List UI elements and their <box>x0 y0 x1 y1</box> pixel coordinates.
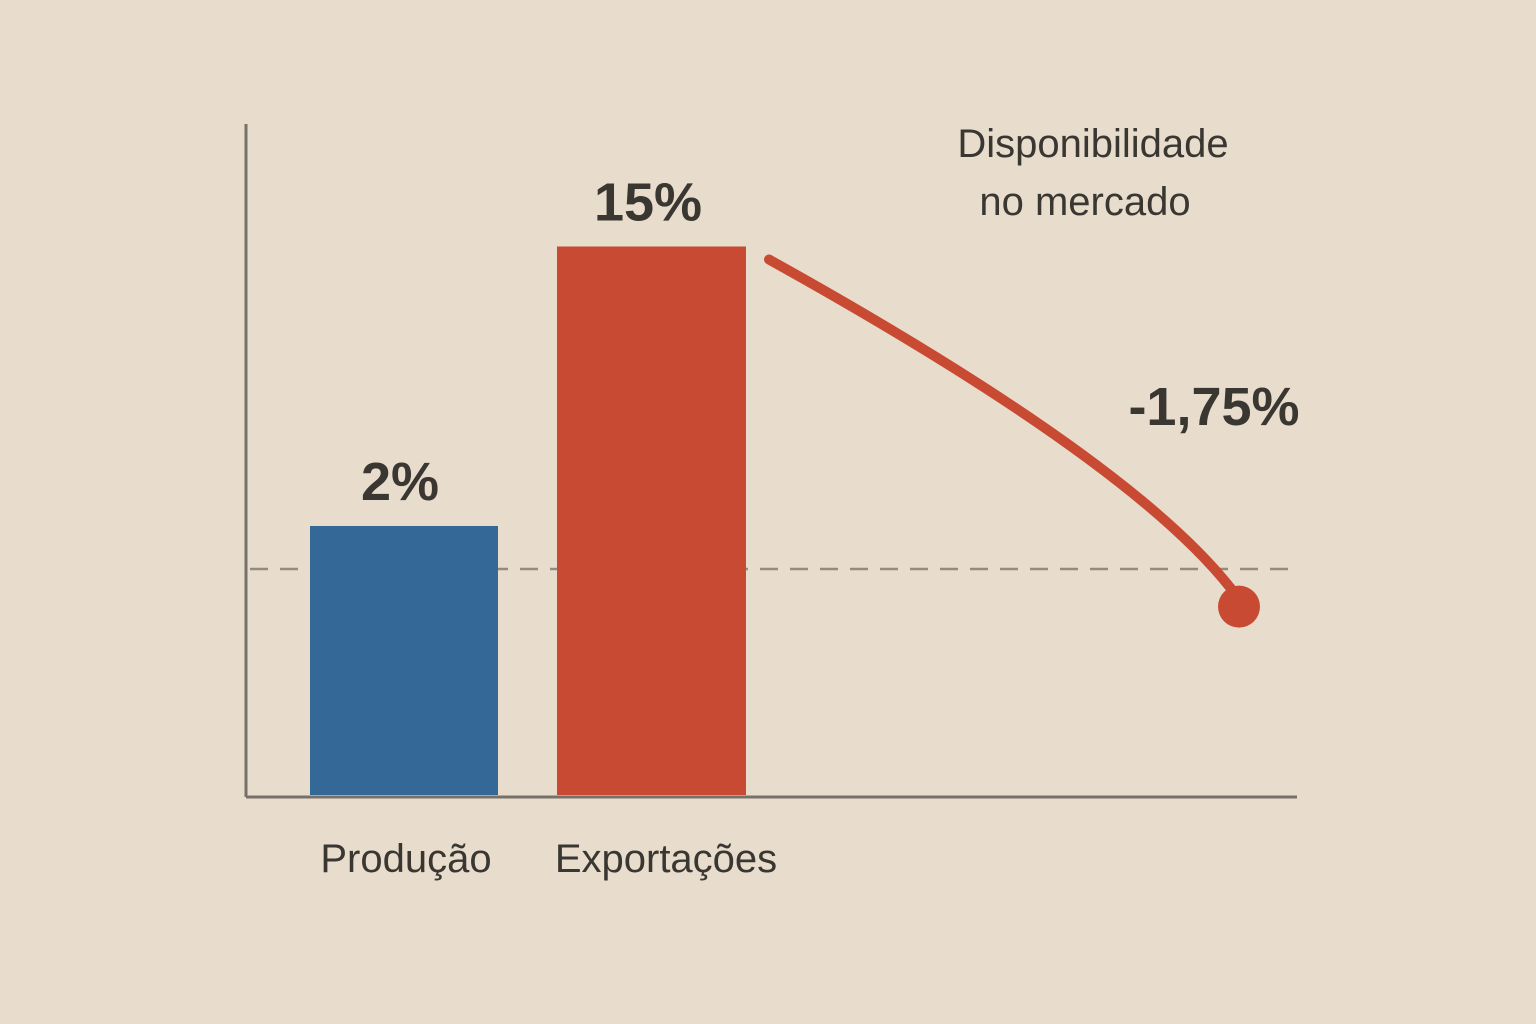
trend-label-line-1: Disponibilidade <box>957 122 1228 166</box>
trend-curve <box>764 254 1236 594</box>
trend-value-label: -1,75% <box>1128 377 1299 437</box>
bar-exportacoes <box>557 246 746 795</box>
bar-producao <box>310 526 498 795</box>
category-label-exportacoes: Exportações <box>555 837 777 881</box>
value-label-producao: 2% <box>361 452 439 512</box>
category-label-producao: Produção <box>320 837 491 881</box>
trend-end-point <box>1218 585 1260 628</box>
trend-label-line-2: no mercado <box>979 180 1190 224</box>
value-label-exportacoes: 15% <box>594 173 702 233</box>
